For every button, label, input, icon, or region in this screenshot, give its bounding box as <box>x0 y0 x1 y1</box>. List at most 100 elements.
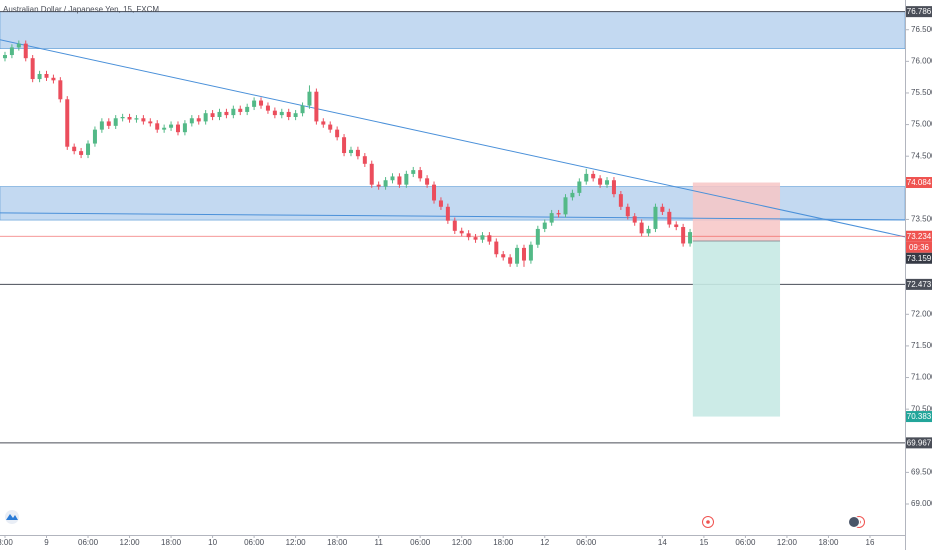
y-tick-label: 76.500 <box>911 25 932 34</box>
candle-body <box>279 111 284 116</box>
candle-body <box>639 222 644 234</box>
candle-body <box>632 216 637 223</box>
x-tick-label: 18:00 <box>327 538 348 547</box>
candle-body <box>369 163 374 185</box>
candle-body <box>528 244 533 261</box>
entry-label-box <box>906 252 932 264</box>
candle-body <box>411 170 416 174</box>
candle-body <box>390 176 395 181</box>
candle-body <box>16 43 21 48</box>
y-tick-label: 76.000 <box>911 56 932 65</box>
candle-body <box>480 235 485 240</box>
candle-body <box>231 108 236 116</box>
candle-body <box>404 173 409 185</box>
candle-body <box>259 100 264 106</box>
candle-body <box>86 143 91 155</box>
event-dot <box>706 520 710 524</box>
candle-body <box>217 111 222 117</box>
candle-body <box>625 206 630 217</box>
candle-body <box>508 257 513 264</box>
candle-body <box>44 73 49 78</box>
candle-body <box>162 127 167 130</box>
trendline <box>0 212 906 221</box>
countdown-label: 09:36 <box>909 243 930 252</box>
candle-body <box>584 173 589 182</box>
chart-title: Australian Dollar / Japanese Yen, 15, FX… <box>3 5 159 14</box>
candle-body <box>445 206 450 221</box>
x-tick-label: 10 <box>208 538 217 547</box>
candle-body <box>321 121 326 125</box>
candle-body <box>397 176 402 185</box>
candle-body <box>342 137 347 154</box>
candle-body <box>134 118 139 120</box>
candle-body <box>501 254 506 258</box>
level-label: 69.967 <box>907 438 932 447</box>
candle-body <box>521 247 526 261</box>
y-tick-label: 73.500 <box>911 215 932 224</box>
candle-body <box>542 222 547 229</box>
logo <box>5 510 19 524</box>
logo-mark[interactable] <box>6 514 18 520</box>
x-tick-label: 15 <box>699 538 708 547</box>
x-tick-label: 16 <box>866 538 875 547</box>
x-tick-label: 06:00 <box>410 538 431 547</box>
candle-body <box>667 211 672 225</box>
candle-body <box>598 178 603 185</box>
candle-body <box>660 206 665 212</box>
candle-body <box>688 232 693 244</box>
candle-body <box>92 129 97 144</box>
stop-zone <box>692 182 781 242</box>
candle-body <box>473 237 478 240</box>
target-zone <box>692 241 781 417</box>
candle-body <box>252 100 257 107</box>
candle-body <box>272 110 277 116</box>
candle-body <box>265 105 270 111</box>
candle-body <box>189 118 194 124</box>
candle-body <box>155 123 160 130</box>
x-tick-label: 12:00 <box>120 538 141 547</box>
y-tick-label: 75.000 <box>911 120 932 129</box>
x-tick-label: 18:00 <box>493 538 514 547</box>
target-label-box <box>906 411 932 423</box>
entry-label: 73.159 <box>907 254 932 263</box>
x-tick-label: 06:00 <box>576 538 597 547</box>
current-price-label: 73.234 <box>907 232 932 241</box>
candle-body <box>238 108 243 112</box>
candle-body <box>300 105 305 114</box>
candle-body <box>494 241 499 255</box>
candle-body <box>432 184 437 201</box>
candle-body <box>210 113 215 117</box>
candle-body <box>383 180 388 187</box>
candle-body <box>9 47 14 56</box>
candle-body <box>515 247 520 264</box>
x-tick-label: 06:00 <box>78 538 99 547</box>
candle-body <box>2 55 7 59</box>
level-label-box <box>906 6 932 18</box>
candle-body <box>556 213 561 215</box>
event-marker[interactable] <box>848 516 860 528</box>
candle-body <box>459 230 464 234</box>
candle-body <box>438 200 443 207</box>
y-tick-label: 71.500 <box>911 341 932 350</box>
candle-body <box>23 43 28 59</box>
candle-body <box>452 220 457 231</box>
candle-body <box>169 124 174 128</box>
candle-body <box>466 233 471 238</box>
level-label: 72.473 <box>907 280 932 289</box>
x-tick-label: 18:00 <box>818 538 839 547</box>
candle-body <box>646 228 651 234</box>
stop-label-box <box>906 177 932 189</box>
candle-body <box>355 149 360 157</box>
candle-body <box>99 121 104 130</box>
level-label-box <box>906 437 932 449</box>
plot-area <box>0 11 906 444</box>
candle-body <box>196 118 201 122</box>
candle-body <box>58 80 63 100</box>
candle-body <box>487 235 492 242</box>
candle-body <box>293 113 298 117</box>
y-tick-label: 74.500 <box>911 151 932 160</box>
event-markers <box>702 516 865 528</box>
x-tick-label: 06:00 <box>735 538 756 547</box>
